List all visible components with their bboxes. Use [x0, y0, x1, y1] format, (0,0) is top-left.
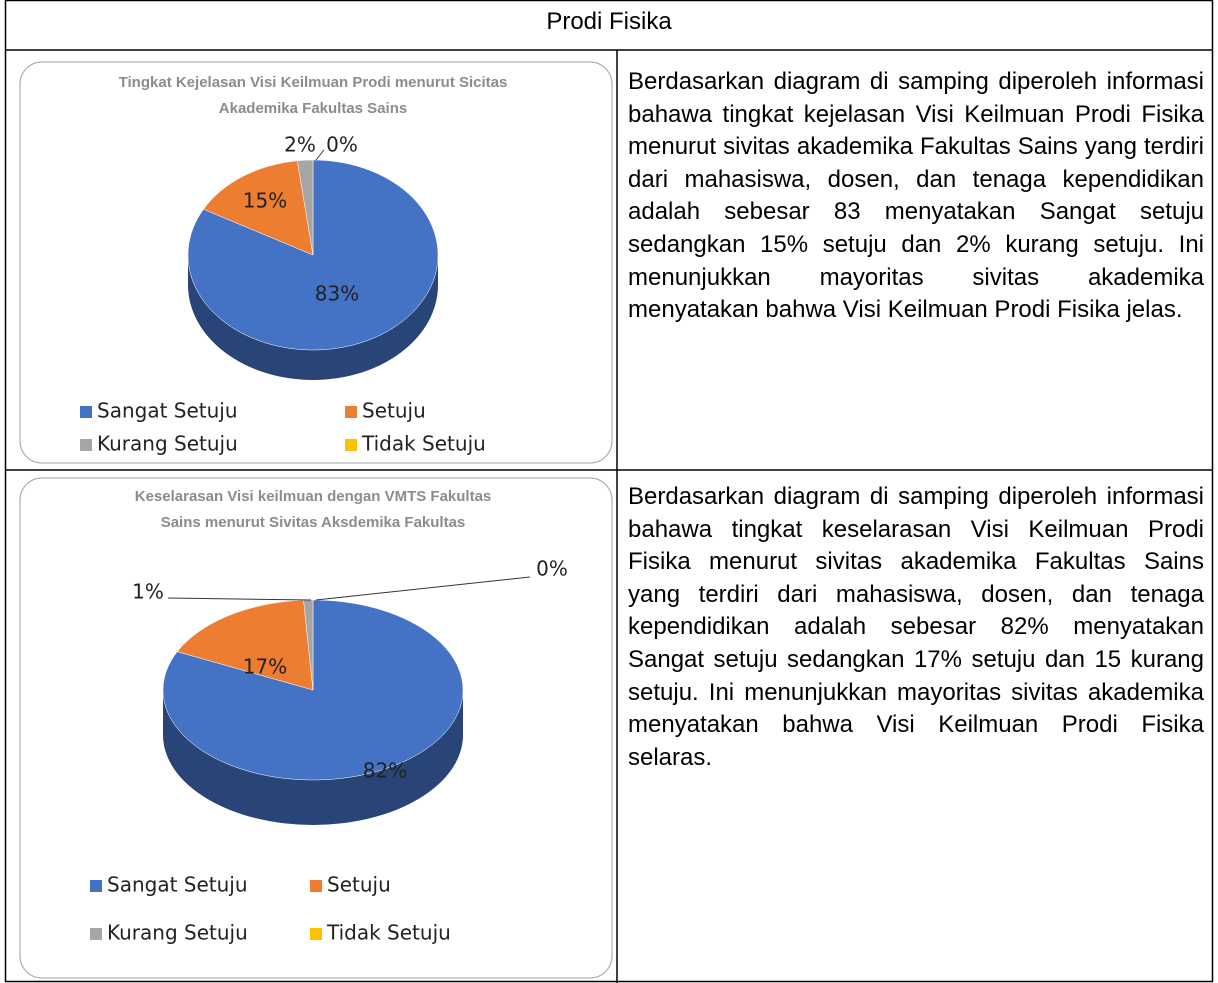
data-label: 1%	[132, 580, 164, 604]
chart-title: Keselarasan Visi keilmuan dengan VMTS Fa…	[134, 488, 492, 531]
data-label: 0%	[326, 133, 358, 157]
legend-label: Setuju	[362, 399, 426, 423]
data-label: 82%	[363, 759, 407, 783]
legend-swatch	[90, 928, 102, 940]
pie-slice	[176, 599, 314, 691]
table-header: Prodi Fisika	[546, 8, 672, 35]
leader-line	[315, 576, 531, 601]
paragraph: Berdasarkan diagram di samping diperoleh…	[628, 483, 1204, 771]
data-label: 0%	[536, 557, 568, 581]
legend-label: Kurang Setuju	[107, 921, 248, 945]
legend-swatch	[345, 439, 357, 451]
legend-label: Tidak Setuju	[361, 432, 486, 456]
legend-label: Sangat Setuju	[107, 873, 248, 897]
pie-slice	[203, 160, 314, 256]
legend-label: Kurang Setuju	[97, 432, 238, 456]
legend-label: Setuju	[327, 873, 391, 897]
legend-swatch	[345, 406, 357, 418]
legend-swatch	[310, 928, 322, 940]
table-border	[4, 0, 1214, 983]
legend-swatch	[310, 880, 322, 892]
data-label: 15%	[243, 189, 287, 213]
pie-slice-side	[163, 690, 463, 825]
leader-line	[167, 597, 312, 601]
legend-label: Tidak Setuju	[326, 921, 451, 945]
paragraph: Berdasarkan diagram di samping diperoleh…	[628, 68, 1204, 324]
legend-swatch	[80, 406, 92, 418]
legend-label: Sangat Setuju	[97, 399, 238, 423]
pie-slice-side	[188, 255, 438, 380]
data-label: 83%	[315, 282, 359, 306]
data-label: 2%	[284, 133, 316, 157]
legend-swatch	[80, 439, 92, 451]
chart-title: Tingkat Kejelasan Visi Keilmuan Prodi me…	[118, 74, 508, 117]
pie-slice	[297, 159, 314, 256]
legend-swatch	[90, 880, 102, 892]
leader-line	[315, 149, 325, 161]
data-label: 17%	[243, 655, 287, 679]
